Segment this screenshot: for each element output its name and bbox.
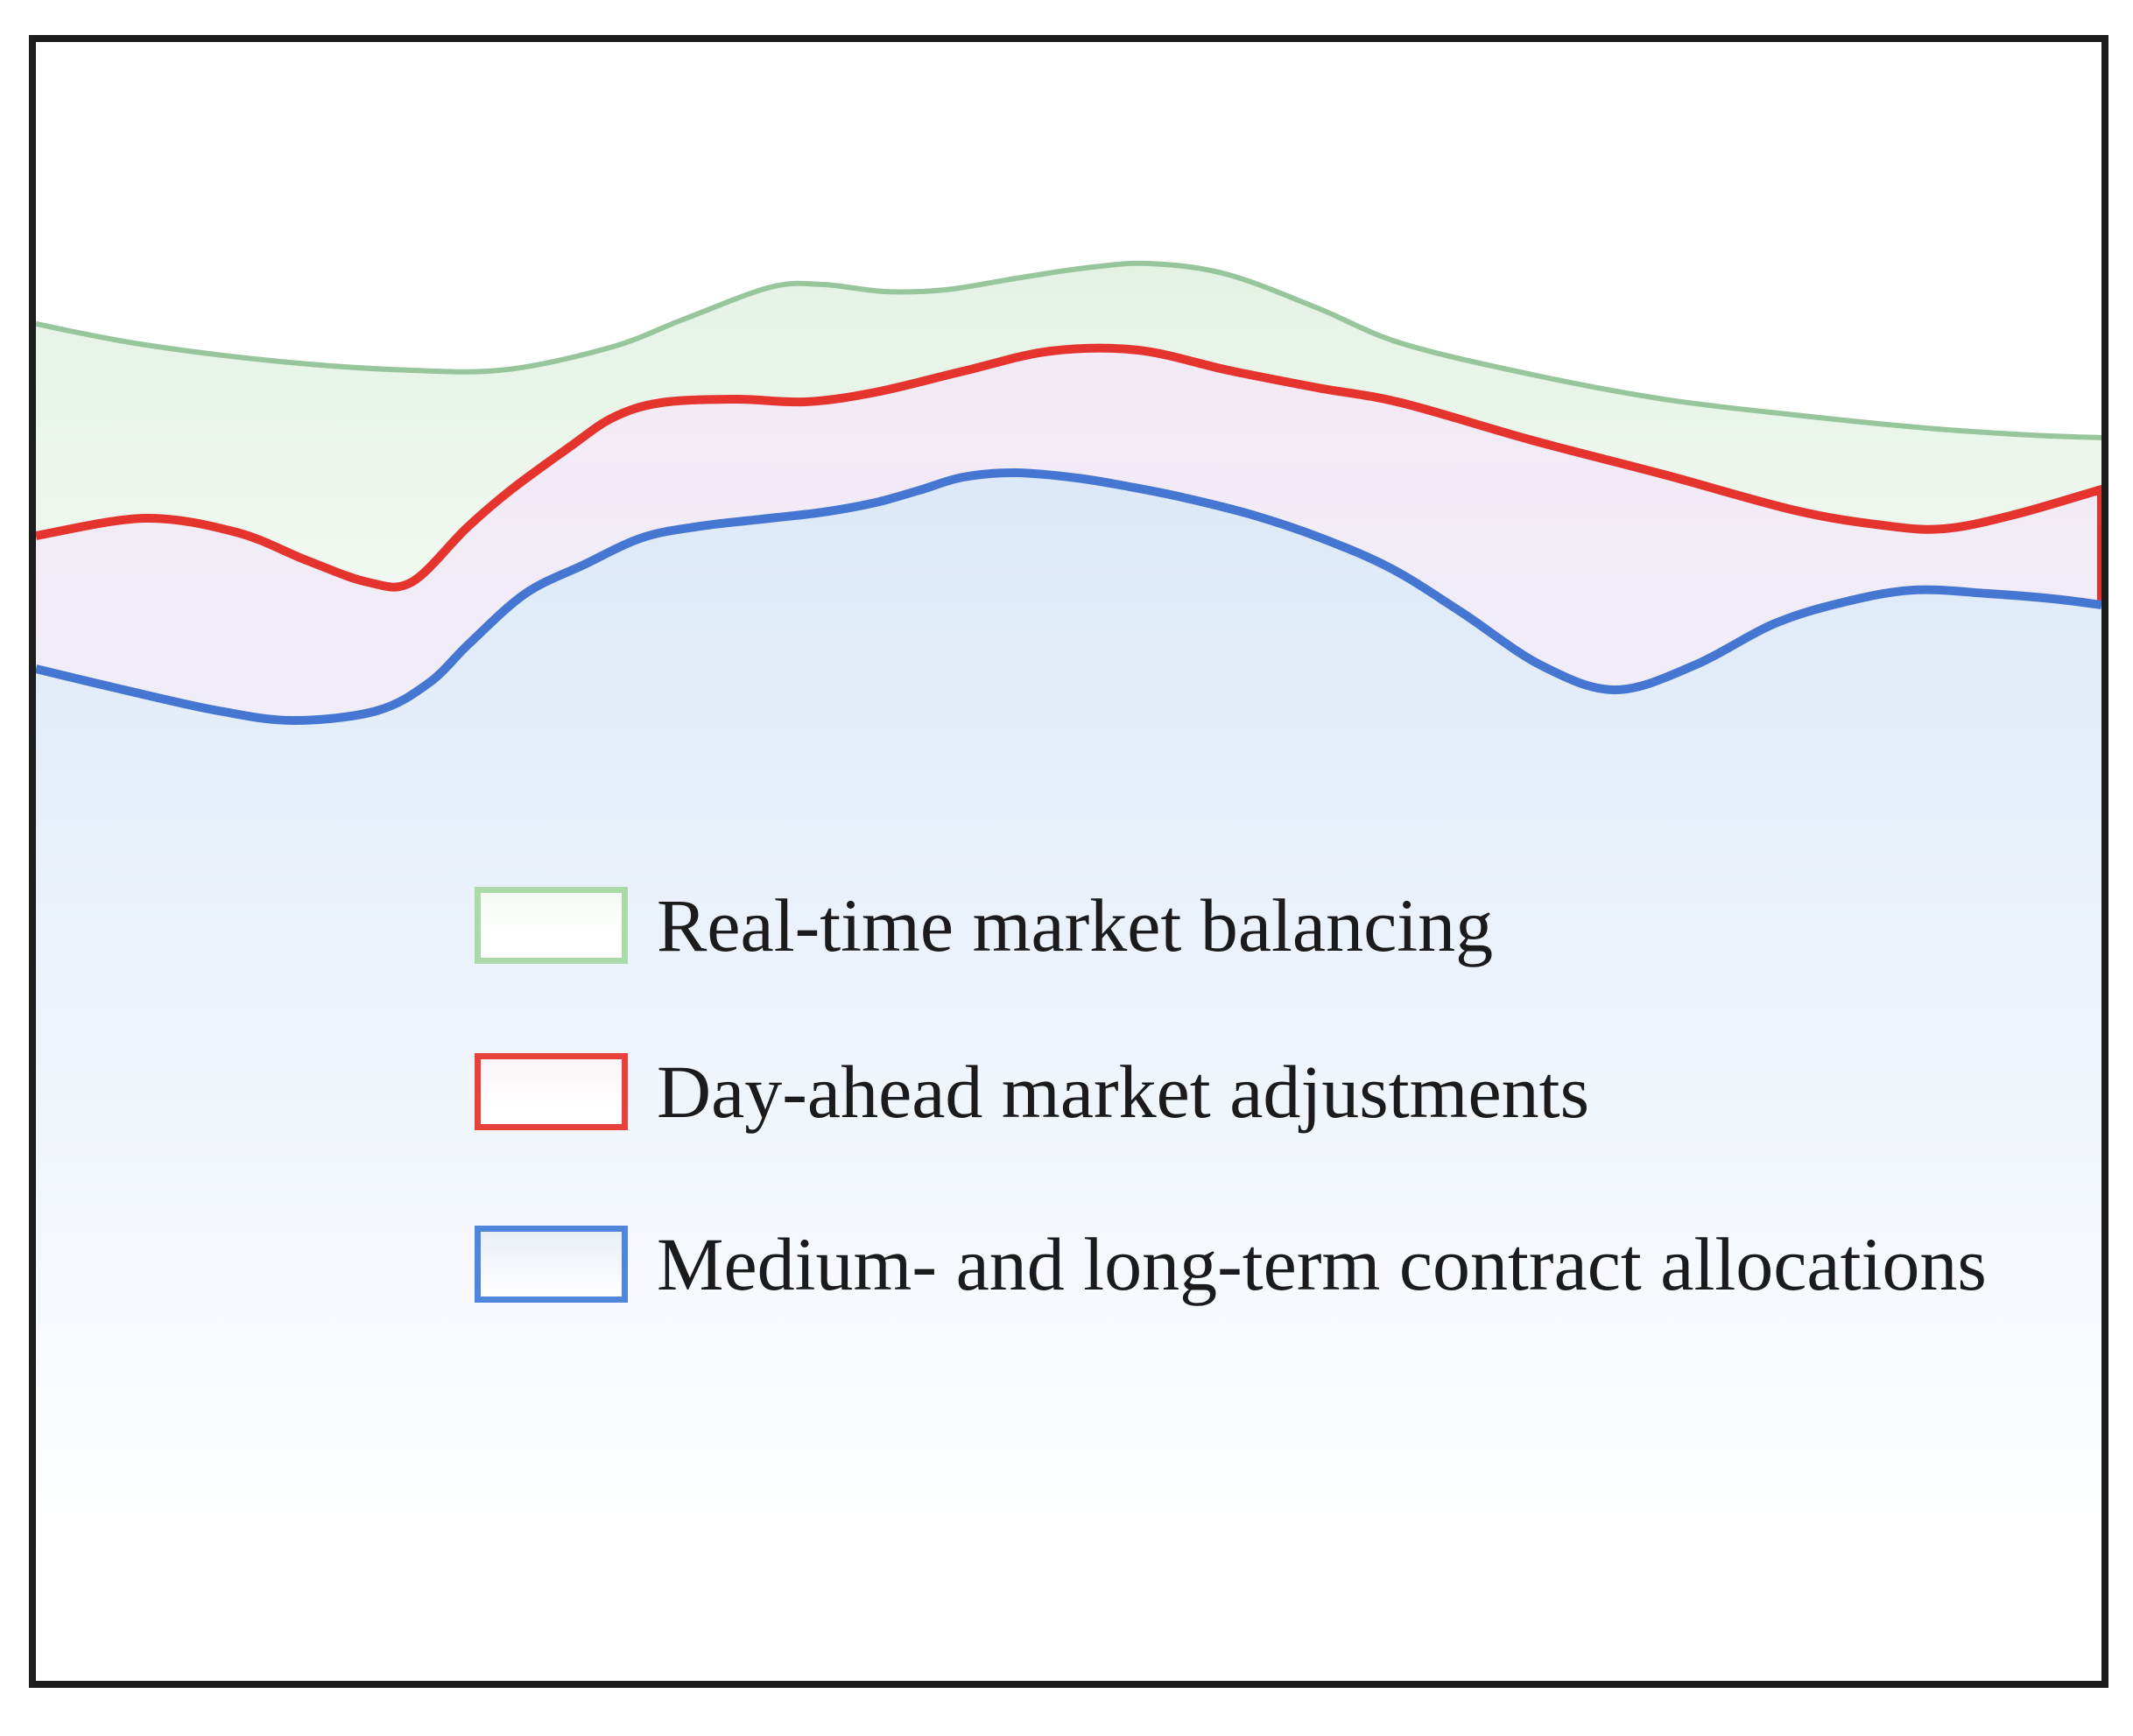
realtime-balancing-line [36,260,2101,440]
medium-long-term-contract-area [36,472,2101,1680]
day-ahead-market-area [36,348,2101,720]
day-ahead-market-line [36,343,2101,601]
realtime-balancing-area [36,263,2101,587]
medium-long-term-contract-line [36,467,2101,725]
